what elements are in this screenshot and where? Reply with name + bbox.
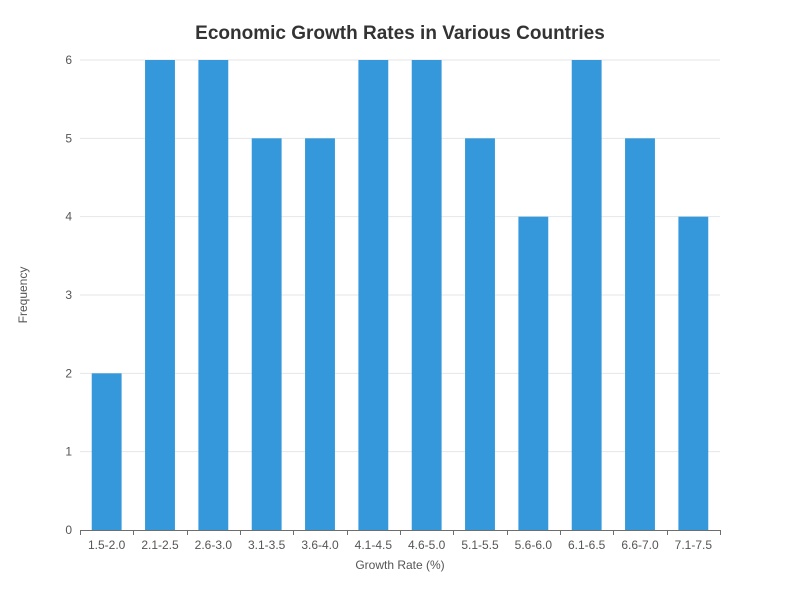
x-tick-label: 5.1-5.5 (461, 538, 499, 552)
axes (80, 530, 721, 535)
x-tick-label: 4.1-4.5 (355, 538, 393, 552)
y-tick-label: 3 (65, 288, 72, 302)
x-tick-label: 4.6-5.0 (408, 538, 446, 552)
chart-title: Economic Growth Rates in Various Countri… (195, 23, 605, 44)
y-tick-label: 1 (65, 445, 72, 459)
x-tick-label: 6.6-7.0 (621, 538, 659, 552)
bar-2.6-3.0 (198, 60, 229, 530)
bar-4.1-4.5 (358, 60, 389, 530)
x-tick-label: 2.1-2.5 (141, 538, 179, 552)
bar-5.1-5.5 (465, 138, 495, 531)
bar-1.5-2.0 (91, 373, 122, 530)
x-axis-label: Growth Rate (%) (355, 558, 444, 572)
y-axis-label: Frequency (16, 267, 30, 324)
gridlines (80, 59, 720, 453)
x-tick-label: 6.1-6.5 (568, 538, 606, 552)
bars (91, 60, 709, 531)
x-tick-label: 3.1-3.5 (248, 538, 286, 552)
y-tick-label: 5 (65, 131, 72, 145)
bar-3.1-3.5 (251, 138, 282, 531)
y-axis-ticks: 0 1 2 3 4 5 6 (65, 53, 72, 537)
x-tick-label: 5.6-6.0 (515, 538, 553, 552)
x-tick-label: 3.6-4.0 (301, 538, 339, 552)
bar-3.6-4.0 (305, 138, 335, 531)
x-tick-label: 7.1-7.5 (675, 538, 713, 552)
bar-6.1-6.5 (571, 60, 602, 530)
y-tick-label: 6 (65, 53, 72, 67)
x-axis-ticks: 1.5-2.0 2.1-2.5 2.6-3.0 3.1-3.5 3.6-4.0 4.1-4… (88, 538, 712, 552)
y-tick-label: 2 (65, 366, 72, 380)
y-tick-label: 4 (65, 210, 72, 224)
bar-4.6-5.0 (411, 60, 442, 530)
x-tick-label: 2.6-3.0 (195, 538, 233, 552)
bar-5.6-6.0 (518, 216, 549, 530)
bar-6.6-7.0 (625, 138, 655, 531)
bar-7.1-7.5 (678, 216, 709, 530)
x-tick-label: 1.5-2.0 (88, 538, 126, 552)
bar-2.1-2.5 (145, 60, 175, 530)
y-tick-label: 0 (65, 523, 72, 537)
